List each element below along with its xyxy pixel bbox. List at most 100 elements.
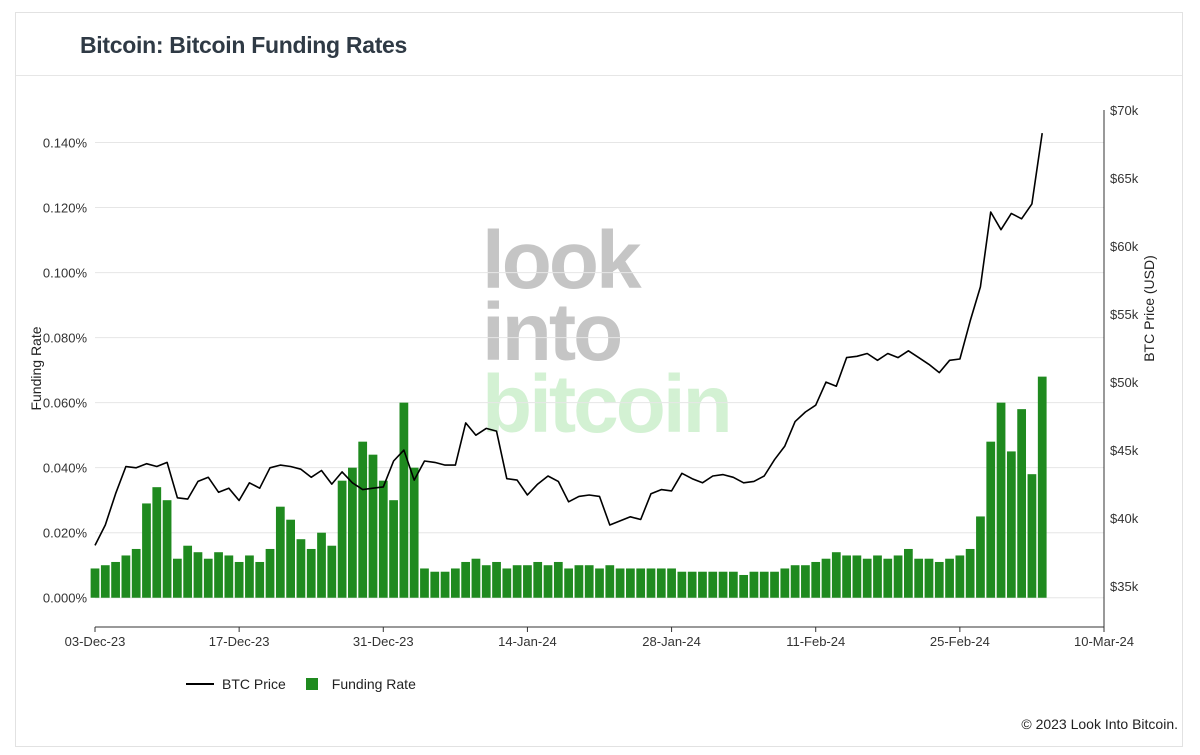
funding-rate-bar [430,571,440,598]
page-title: Bitcoin: Bitcoin Funding Rates [80,32,408,58]
funding-rate-bar [883,558,893,598]
x-tick-label: 25-Feb-24 [930,634,990,649]
y-right-tick-label: $55k [1110,307,1139,322]
y-left-tick-label: 0.080% [43,331,88,346]
legend-label-funding-rate: Funding Rate [331,676,416,692]
watermark-line-1: look [482,215,642,306]
funding-rate-bar [286,519,295,598]
watermark-line-2: into [482,287,623,378]
funding-rate-bar [584,565,594,598]
legend-line-swatch [186,683,214,685]
chart-card: Bitcoin: Bitcoin Funding Rates [15,12,1183,747]
chart-legend: BTC Price Funding Rate [186,676,436,692]
funding-rate-bar [708,571,718,598]
funding-rate-bar [337,480,347,598]
funding-rate-bar [90,568,100,598]
funding-rate-bar [553,561,563,598]
funding-rate-bar [471,558,481,598]
funding-rate-bar [904,548,913,598]
funding-rate-bar [502,568,512,598]
funding-rate-bar [193,552,203,598]
funding-rate-bar [759,571,769,598]
funding-rate-bar [203,558,213,598]
funding-rate-bar [306,548,316,598]
funding-rate-bar [687,571,697,598]
funding-rate-bar [492,561,501,598]
x-tick-label: 14-Jan-24 [498,634,557,649]
y-right-tick-label: $35k [1110,579,1139,594]
funding-rate-bar [801,565,810,598]
funding-rate-bar [677,571,687,598]
funding-rate-bar [152,487,162,598]
funding-rate-bar [636,568,646,598]
funding-rate-bar [121,555,131,598]
funding-rate-bar [615,568,625,598]
y-left-tick-label: 0.020% [43,526,88,541]
copyright-text: © 2023 Look Into Bitcoin. [1021,716,1178,732]
y-left-tick-label: 0.100% [43,266,88,281]
btc-price-line [94,132,1043,546]
funding-rate-bar [698,571,707,598]
legend-item-btc-price[interactable]: BTC Price [186,676,286,692]
legend-item-funding-rate[interactable]: Funding Rate [305,676,416,692]
funding-rate-bar [564,568,573,598]
funding-rate-bar [626,568,635,598]
funding-rate-bar [976,516,985,598]
funding-rate-bar [852,555,862,598]
watermark-logo: look into bitcoin [482,215,733,450]
x-tick-label: 03-Dec-23 [65,634,126,649]
funding-rate-bar [914,558,924,598]
y-right-tick-label: $50k [1110,375,1139,390]
funding-rate-bar [131,548,141,598]
y-left-tick-label: 0.140% [43,136,88,151]
y-left-tick-label: 0.000% [43,591,88,606]
funding-rate-bar [162,500,172,598]
funding-rate-bar [749,571,759,598]
funding-rate-bar [728,571,738,598]
funding-rate-bar [523,565,532,598]
funding-rate-bar [718,571,728,598]
funding-rate-bar [224,555,234,598]
y-left-tick-label: 0.120% [43,201,88,216]
funding-rate-bar [770,571,779,598]
x-tick-label: 10-Mar-24 [1074,634,1134,649]
funding-rate-bar [1037,376,1047,598]
x-tick-label: 11-Feb-24 [786,634,845,649]
y-left-tick-label: 0.040% [43,461,88,476]
funding-rate-bar [420,568,429,598]
funding-rate-bar [986,441,996,598]
funding-rate-bar [873,555,882,598]
funding-rate-bar [739,574,749,598]
funding-rate-bar [646,568,656,598]
funding-rate-bar [234,561,244,598]
funding-rate-bar [214,552,223,598]
funding-rate-bar [656,568,666,598]
funding-rate-bar [955,555,965,598]
funding-rate-bar [409,467,419,598]
funding-rate-bar [862,558,872,598]
funding-rate-bar [172,558,182,598]
watermark-line-3: bitcoin [482,359,733,450]
funding-rate-bar [811,561,821,598]
funding-rate-bar [440,571,450,598]
funding-rate-bar [1027,474,1037,598]
funding-rate-bar [275,506,285,598]
y-right-tick-label: $60k [1110,239,1139,254]
funding-rate-bar [512,565,522,598]
funding-rate-bar [1017,409,1027,598]
funding-rate-bar [831,552,841,598]
funding-rate-bar [924,558,934,598]
funding-rate-bar [821,558,831,598]
funding-rate-bar [255,561,265,598]
funding-rate-bar [965,548,975,598]
y-right-tick-label: $65k [1110,171,1139,186]
funding-rate-bar [245,555,254,598]
funding-rate-bar [111,561,120,598]
funding-rate-bar [574,565,584,598]
y-left-axis-title: Funding Rate [28,326,44,410]
funding-rate-bar [100,565,110,598]
funding-rate-bar [543,565,553,598]
funding-rate-bar [378,480,388,598]
funding-rate-bar [389,500,398,598]
y-right-tick-label: $70k [1110,103,1139,118]
